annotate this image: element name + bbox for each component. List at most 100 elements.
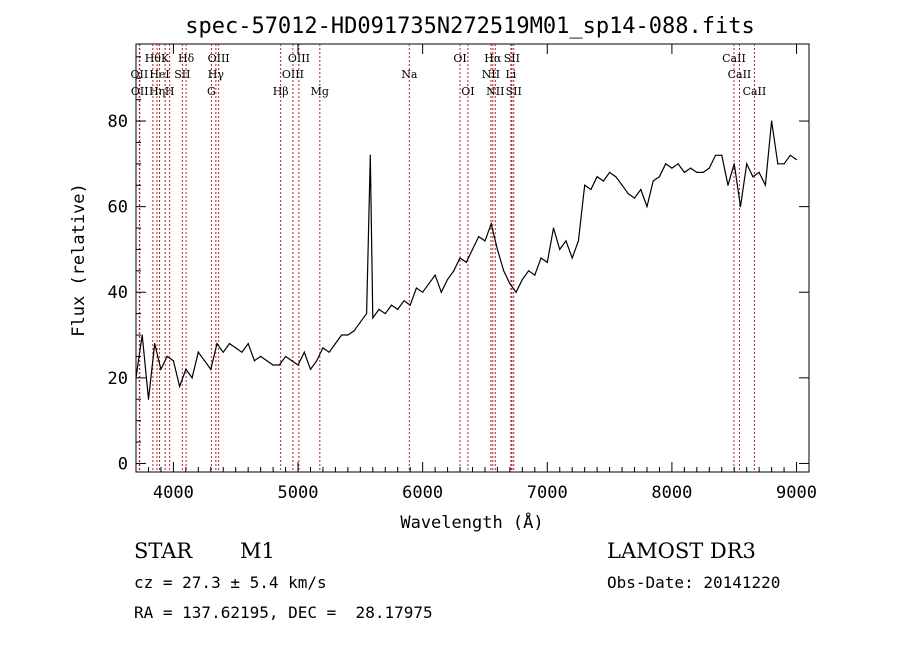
- spectrum-point-2: [147, 398, 150, 400]
- line-label-18: OI: [461, 85, 474, 98]
- spectrum-point-25: [291, 360, 293, 362]
- spectrum-point-88: [677, 163, 679, 165]
- spectrum-point-32: [334, 343, 337, 345]
- spectrum-point-39: [372, 317, 374, 319]
- object-subclass: M1: [240, 539, 275, 563]
- spectrum-point-91: [696, 171, 698, 173]
- spectrum-point-9: [191, 377, 193, 379]
- spectrum-point-77: [608, 171, 611, 173]
- spectrum-point-94: [714, 154, 717, 156]
- spectrum-point-86: [665, 163, 667, 165]
- line-label-25: CaII: [722, 52, 746, 65]
- spectrum-point-22: [272, 364, 274, 366]
- spectrum-point-17: [241, 351, 243, 353]
- spectrum-point-64: [527, 270, 530, 272]
- spectrum-point-55: [471, 248, 474, 251]
- spectrum-point-60: [503, 270, 505, 272]
- spectrum-point-5: [166, 355, 168, 358]
- plot-frame: [135, 43, 810, 473]
- line-label-13: OIII: [288, 52, 310, 65]
- line-label-6: H: [165, 85, 175, 98]
- line-label-20: NII: [482, 68, 500, 81]
- spectrum-series: [135, 120, 798, 400]
- spectrum-point-87: [671, 167, 673, 169]
- x-tick-label-7000: 7000: [527, 483, 568, 503]
- spectrum-point-37: [365, 313, 368, 315]
- spectrum-point-80: [627, 193, 629, 195]
- line-label-27: CaII: [743, 85, 767, 98]
- spectrum-point-84: [652, 180, 654, 182]
- spectrum-point-93: [708, 167, 710, 169]
- spectrum-point-50: [440, 291, 442, 293]
- spectrum-point-48: [428, 283, 430, 285]
- spectrum-point-41: [384, 313, 386, 315]
- x-tick-label-4000: 4000: [153, 483, 194, 503]
- spectrum-point-90: [690, 167, 692, 169]
- spectrum-point-51: [446, 278, 449, 280]
- line-label-7: SII: [174, 68, 190, 81]
- line-label-4: HeI: [149, 68, 169, 81]
- chart-title: spec-57012-HD091735N272519M01_sp14-088.f…: [185, 14, 755, 39]
- spectral-line-labels: Hθ OII OII K HeI Hη H SII Hδ OIII Hγ G Hβ OIII OIII Mg N…: [131, 52, 767, 98]
- spectrum-point-98: [739, 206, 742, 208]
- spectrum-point-7: [179, 385, 181, 387]
- line-label-17: OI: [453, 52, 466, 65]
- spectrum-point-31: [328, 351, 330, 353]
- spectrum-point-1: [141, 334, 143, 336]
- spectrum-point-21: [266, 360, 268, 362]
- spectrum-point-68: [552, 227, 555, 229]
- spectrum-point-53: [459, 257, 461, 259]
- spectrum-point-69: [559, 248, 561, 251]
- coordinates: RA = 137.62195, DEC = 28.17975: [134, 603, 433, 622]
- line-label-15: Mg: [311, 85, 329, 98]
- line-label-5: Hη: [149, 85, 165, 98]
- spectrum-point-82: [640, 188, 642, 191]
- spectrum-point-44: [403, 300, 405, 302]
- spectrum-point-89: [683, 171, 685, 173]
- spectrum-point-6: [172, 360, 174, 362]
- spectrum-point-12: [210, 368, 212, 370]
- spectrum-point-103: [771, 120, 773, 122]
- redshift-velocity: cz = 27.3 ± 5.4 km/s: [134, 573, 327, 592]
- spectrum-point-29: [316, 360, 318, 362]
- line-label-22: SII: [504, 52, 520, 65]
- line-label-21: NII: [486, 85, 504, 98]
- spectrum-point-45: [409, 304, 411, 306]
- line-label-9: OIII: [208, 52, 230, 65]
- spectrum-point-19: [253, 360, 255, 362]
- spectrum-point-14: [222, 351, 224, 353]
- spectrum-point-59: [496, 248, 499, 251]
- spectrum-point-15: [228, 343, 231, 345]
- spectrum-point-100: [752, 176, 754, 178]
- spectrum-point-58: [490, 223, 492, 225]
- spectrum-point-23: [278, 364, 280, 366]
- line-label-1: OII: [131, 68, 149, 81]
- spectrum-point-20: [260, 355, 262, 358]
- spectrum-point-78: [615, 176, 617, 178]
- spectrum-point-40: [378, 308, 380, 310]
- y-tick-label-60: 60: [108, 198, 128, 218]
- line-label-11: G: [207, 85, 216, 98]
- spectrum-point-70: [565, 240, 567, 242]
- spectrum-point-79: [621, 184, 623, 186]
- line-label-12: Hβ: [273, 85, 289, 98]
- spectral-line-markers: [138, 44, 755, 472]
- y-axis: 0 20 40 60 80: [108, 56, 809, 474]
- spectrum-point-33: [341, 334, 343, 336]
- line-label-14: OIII: [282, 68, 304, 81]
- spectrum-point-35: [353, 330, 355, 332]
- spectrum-point-96: [727, 184, 729, 186]
- spectrum-point-24: [284, 355, 287, 358]
- survey-name: LAMOST DR3: [607, 539, 756, 563]
- spectrum-point-8: [185, 368, 187, 370]
- spectrum-point-66: [540, 257, 542, 259]
- spectrum-point-46: [415, 287, 418, 289]
- spectrum-point-102: [764, 184, 766, 186]
- spectrum-line-0: [135, 120, 797, 400]
- spectrum-point-10: [197, 351, 199, 353]
- spectrum-point-34: [347, 334, 349, 336]
- spectrum-point-105: [783, 163, 785, 165]
- object-type: STAR: [134, 539, 193, 563]
- spectrum-point-47: [422, 291, 424, 293]
- spectrum-point-67: [546, 261, 548, 263]
